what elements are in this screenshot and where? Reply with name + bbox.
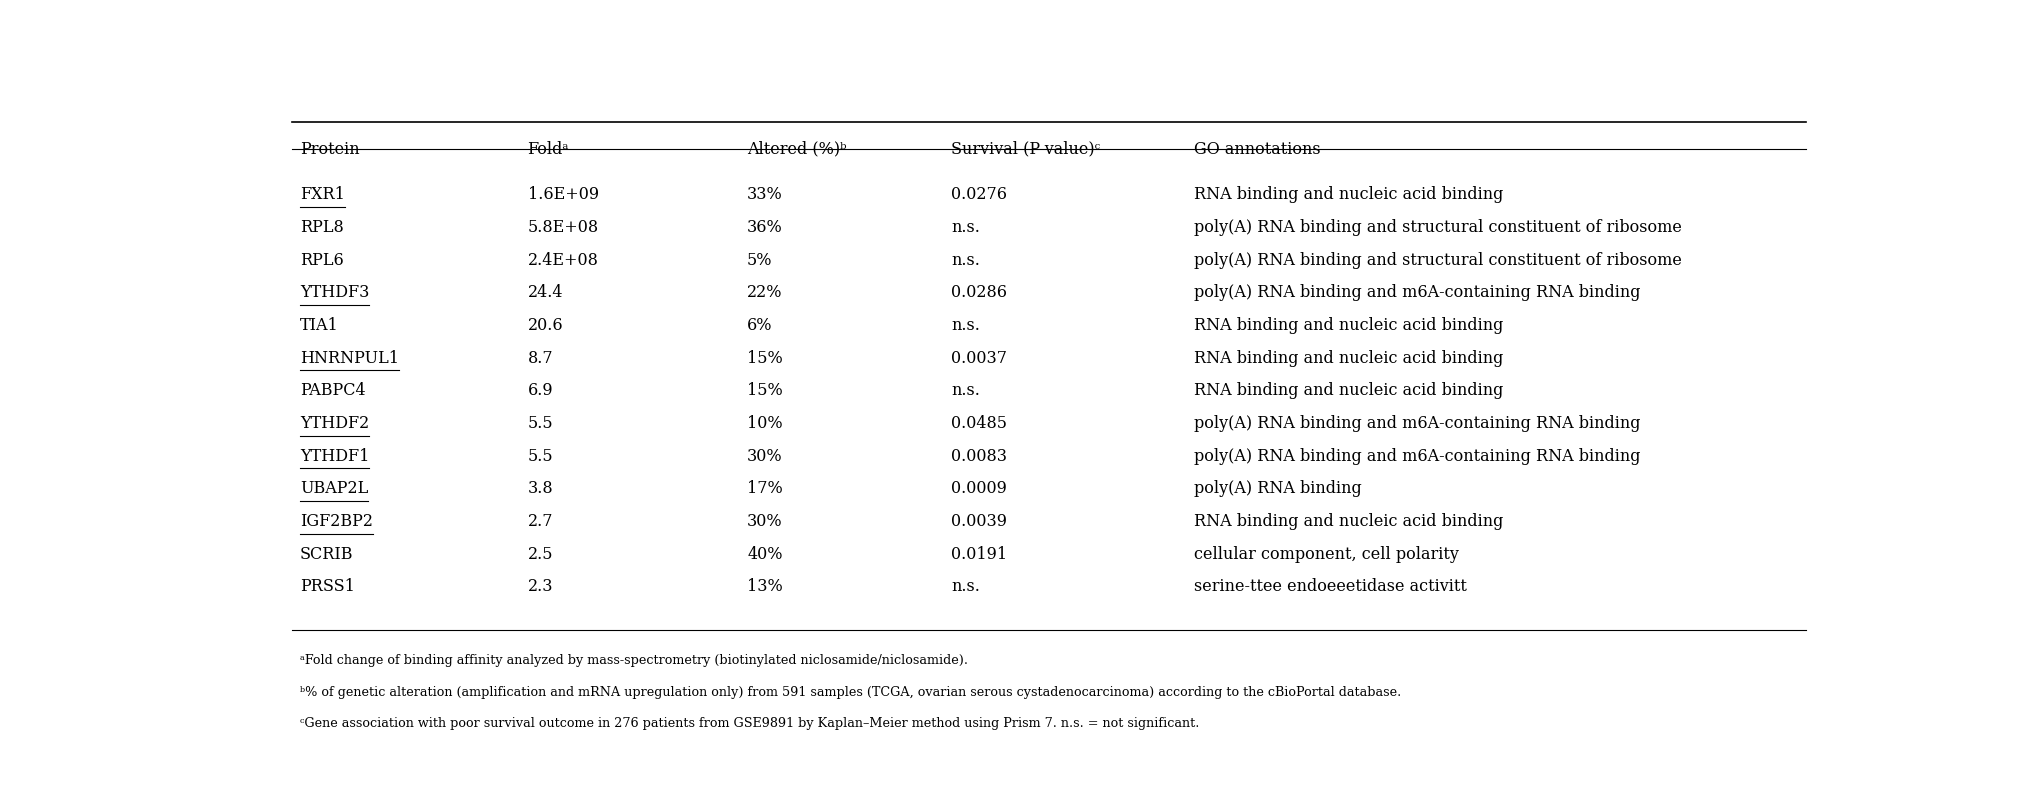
Text: 0.0485: 0.0485	[951, 415, 1007, 432]
Text: RNA binding and nucleic acid binding: RNA binding and nucleic acid binding	[1194, 186, 1503, 204]
Text: poly(A) RNA binding and structural constituent of ribosome: poly(A) RNA binding and structural const…	[1194, 252, 1681, 269]
Text: 22%: 22%	[746, 285, 783, 301]
Text: RNA binding and nucleic acid binding: RNA binding and nucleic acid binding	[1194, 513, 1503, 530]
Text: 13%: 13%	[746, 578, 783, 596]
Text: RNA binding and nucleic acid binding: RNA binding and nucleic acid binding	[1194, 382, 1503, 399]
Text: 2.5: 2.5	[528, 545, 552, 563]
Text: ᵃFold change of binding affinity analyzed by mass-spectrometry (biotinylated nic: ᵃFold change of binding affinity analyze…	[299, 654, 967, 667]
Text: 0.0037: 0.0037	[951, 350, 1007, 367]
Text: 0.0083: 0.0083	[951, 448, 1007, 465]
Text: UBAP2L: UBAP2L	[299, 480, 368, 498]
Text: poly(A) RNA binding and m6A-containing RNA binding: poly(A) RNA binding and m6A-containing R…	[1194, 285, 1641, 301]
Text: 0.0039: 0.0039	[951, 513, 1007, 530]
Text: serine-ttee endoeeetidase activitt: serine-ttee endoeeetidase activitt	[1194, 578, 1467, 596]
Text: 2.3: 2.3	[528, 578, 552, 596]
Text: PABPC4: PABPC4	[299, 382, 366, 399]
Text: FXR1: FXR1	[299, 186, 344, 204]
Text: YTHDF1: YTHDF1	[299, 448, 370, 465]
Text: RNA binding and nucleic acid binding: RNA binding and nucleic acid binding	[1194, 317, 1503, 334]
Text: 2.7: 2.7	[528, 513, 552, 530]
Text: HNRNPUL1: HNRNPUL1	[299, 350, 399, 367]
Text: 8.7: 8.7	[528, 350, 552, 367]
Text: TIA1: TIA1	[299, 317, 338, 334]
Text: 0.0009: 0.0009	[951, 480, 1005, 498]
Text: poly(A) RNA binding and m6A-containing RNA binding: poly(A) RNA binding and m6A-containing R…	[1194, 448, 1641, 465]
Text: YTHDF2: YTHDF2	[299, 415, 368, 432]
Text: Protein: Protein	[299, 141, 360, 158]
Text: PRSS1: PRSS1	[299, 578, 354, 596]
Text: 15%: 15%	[746, 382, 783, 399]
Text: poly(A) RNA binding and m6A-containing RNA binding: poly(A) RNA binding and m6A-containing R…	[1194, 415, 1641, 432]
Text: RPL8: RPL8	[299, 219, 344, 236]
Text: Survival (P-value)ᶜ: Survival (P-value)ᶜ	[951, 141, 1101, 158]
Text: 15%: 15%	[746, 350, 783, 367]
Text: 10%: 10%	[746, 415, 783, 432]
Text: n.s.: n.s.	[951, 382, 979, 399]
Text: IGF2BP2: IGF2BP2	[299, 513, 372, 530]
Text: ᵇ% of genetic alteration (amplification and mRNA upregulation only) from 591 sam: ᵇ% of genetic alteration (amplification …	[299, 685, 1400, 699]
Text: n.s.: n.s.	[951, 578, 979, 596]
Text: RNA binding and nucleic acid binding: RNA binding and nucleic acid binding	[1194, 350, 1503, 367]
Text: n.s.: n.s.	[951, 219, 979, 236]
Text: 3.8: 3.8	[528, 480, 552, 498]
Text: 0.0191: 0.0191	[951, 545, 1007, 563]
Text: 5.8E+08: 5.8E+08	[528, 219, 599, 236]
Text: 1.6E+09: 1.6E+09	[528, 186, 599, 204]
Text: GO annotations: GO annotations	[1194, 141, 1321, 158]
Text: poly(A) RNA binding: poly(A) RNA binding	[1194, 480, 1361, 498]
Text: 33%: 33%	[746, 186, 783, 204]
Text: 0.0276: 0.0276	[951, 186, 1007, 204]
Text: 5.5: 5.5	[528, 448, 552, 465]
Text: 30%: 30%	[746, 448, 783, 465]
Text: Foldᵃ: Foldᵃ	[528, 141, 568, 158]
Text: n.s.: n.s.	[951, 317, 979, 334]
Text: ᶜGene association with poor survival outcome in 276 patients from GSE9891 by Kap: ᶜGene association with poor survival out…	[299, 717, 1200, 730]
Text: 6%: 6%	[746, 317, 773, 334]
Text: n.s.: n.s.	[951, 252, 979, 269]
Text: 0.0286: 0.0286	[951, 285, 1007, 301]
Text: poly(A) RNA binding and structural constituent of ribosome: poly(A) RNA binding and structural const…	[1194, 219, 1681, 236]
Text: 24.4: 24.4	[528, 285, 562, 301]
Text: 6.9: 6.9	[528, 382, 552, 399]
Text: YTHDF3: YTHDF3	[299, 285, 370, 301]
Text: RPL6: RPL6	[299, 252, 344, 269]
Text: 40%: 40%	[746, 545, 783, 563]
Text: 5.5: 5.5	[528, 415, 552, 432]
Text: 30%: 30%	[746, 513, 783, 530]
Text: SCRIB: SCRIB	[299, 545, 354, 563]
Text: 2.4E+08: 2.4E+08	[528, 252, 599, 269]
Text: 5%: 5%	[746, 252, 773, 269]
Text: 17%: 17%	[746, 480, 783, 498]
Text: 20.6: 20.6	[528, 317, 562, 334]
Text: Altered (%)ᵇ: Altered (%)ᵇ	[746, 141, 846, 158]
Text: cellular component, cell polarity: cellular component, cell polarity	[1194, 545, 1459, 563]
Text: 36%: 36%	[746, 219, 783, 236]
